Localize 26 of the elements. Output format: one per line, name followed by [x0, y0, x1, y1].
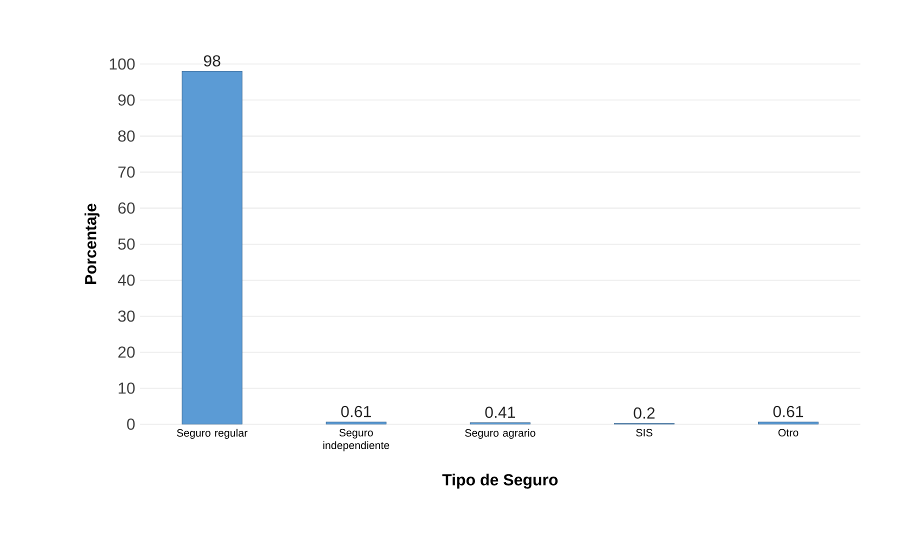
y-tick-label: 60 — [118, 202, 135, 214]
x-axis-title: Tipo de Seguro — [442, 474, 558, 489]
x-tick-label: Seguro independiente — [323, 428, 390, 452]
y-tick-label: 50 — [118, 238, 135, 250]
y-tick-label: 30 — [118, 310, 135, 322]
bar — [182, 70, 242, 424]
x-tick-label: Seguro regular — [176, 428, 248, 439]
bar — [326, 422, 386, 424]
x-tick-label: Otro — [778, 428, 798, 436]
data-label: 0.61 — [773, 406, 804, 418]
y-tick-label: 100 — [110, 58, 135, 70]
y-tick-label: 70 — [118, 166, 135, 178]
x-tick-label: SIS — [636, 428, 652, 436]
y-tick-label: 90 — [118, 94, 135, 106]
data-label: 0.2 — [634, 407, 655, 419]
y-tick-label: 10 — [118, 382, 135, 394]
y-axis-title: Porcentaje — [84, 204, 100, 284]
bar — [758, 422, 819, 424]
y-tick-label: 40 — [118, 274, 135, 286]
data-label: 98 — [204, 55, 220, 66]
y-tick-label: 80 — [118, 130, 135, 142]
data-label: 0.41 — [485, 406, 515, 418]
y-tick-label: 0 — [127, 418, 135, 430]
data-label: 0.61 — [341, 406, 371, 418]
y-tick-label: 20 — [118, 346, 135, 358]
x-tick-label: Seguro agrario — [465, 428, 536, 439]
